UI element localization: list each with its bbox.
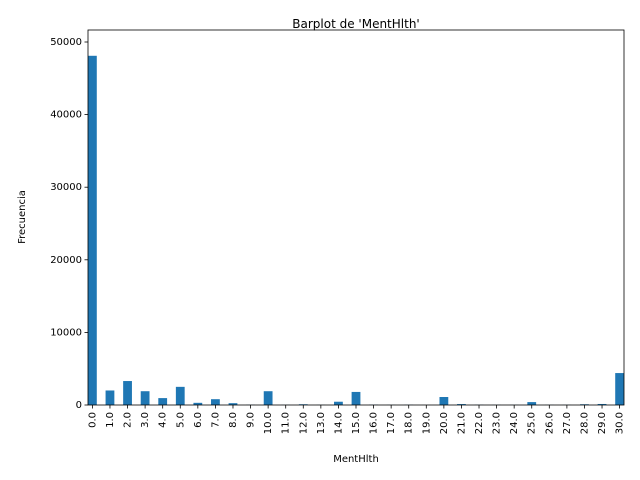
x-tick-label: 4.0 [158,412,169,428]
bar-14.0 [334,401,343,405]
x-tick-label: 30.0 [615,412,626,434]
x-tick-label: 12.0 [298,412,309,434]
bar-6.0 [193,402,203,405]
x-tick-label: 8.0 [228,412,239,428]
y-tick-label: 40000 [50,110,82,121]
x-tick-label: 29.0 [597,412,608,434]
bar-21.0 [457,404,466,405]
bar-2.0 [123,381,132,405]
bar-10.0 [263,391,273,405]
x-tick-label: 7.0 [210,412,221,428]
x-tick-label: 13.0 [316,412,327,434]
y-tick-label: 20000 [50,255,82,266]
x-tick-label: 28.0 [579,412,590,434]
x-tick-label: 3.0 [140,412,151,428]
x-tick-label: 15.0 [351,412,362,434]
x-tick-label: 23.0 [492,412,503,434]
x-tick-label: 27.0 [562,412,573,434]
bar-3.0 [140,391,150,405]
x-tick-label: 1.0 [105,412,116,428]
bar-7.0 [211,399,220,405]
bar-30.0 [615,373,624,405]
bar-20.0 [439,397,449,405]
x-tick-label: 26.0 [544,412,555,434]
x-tick-label: 2.0 [123,412,134,428]
x-tick-label: 22.0 [474,412,485,434]
bar-5.0 [175,386,185,405]
x-axis-title: MentHlth [333,454,379,465]
plot-frame [87,29,625,406]
x-tick-label: 25.0 [527,412,538,434]
y-axis-title: Frecuencia [17,190,28,244]
x-tick-label: 11.0 [281,412,292,434]
y-tick-label: 10000 [50,327,82,338]
bar-0.0 [88,55,97,405]
y-tick-label: 30000 [50,182,82,193]
x-tick-label: 16.0 [369,412,380,434]
bars-group [88,55,624,405]
x-tick-label: 10.0 [263,412,274,434]
y-tick-label: 0 [76,400,82,411]
x-tick-label: 14.0 [333,412,344,434]
x-tick-label: 17.0 [386,412,397,434]
x-tick-label: 6.0 [193,412,204,428]
x-tick-label: 20.0 [439,412,450,434]
bar-8.0 [228,403,238,405]
x-axis: 0.0 1.0 2.0 3.0 4.0 5.0 6.0 7.0 8.0 9.0 10.0 11.0 12… [87,405,626,434]
y-tick-label: 50000 [50,37,82,48]
x-tick-label: 21.0 [456,412,467,434]
x-tick-label: 19.0 [421,412,432,434]
x-tick-label: 18.0 [404,412,415,434]
x-tick-label: 9.0 [246,412,257,428]
chart-title: Barplot de 'MentHlth' [292,17,419,31]
y-axis: 0 10000 20000 30000 40000 50000 [50,37,88,411]
x-tick-label: 24.0 [509,412,520,434]
bar-25.0 [527,402,537,405]
x-tick-label: 5.0 [175,412,186,428]
x-tick-label: 0.0 [87,412,98,428]
bar-15.0 [351,391,361,405]
bar-1.0 [105,390,115,405]
bar-4.0 [158,398,168,405]
bar-29.0 [597,403,607,405]
